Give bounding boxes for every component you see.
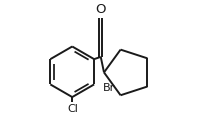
Text: Cl: Cl [67,104,78,114]
Text: Br: Br [103,83,116,93]
Text: O: O [95,3,106,16]
